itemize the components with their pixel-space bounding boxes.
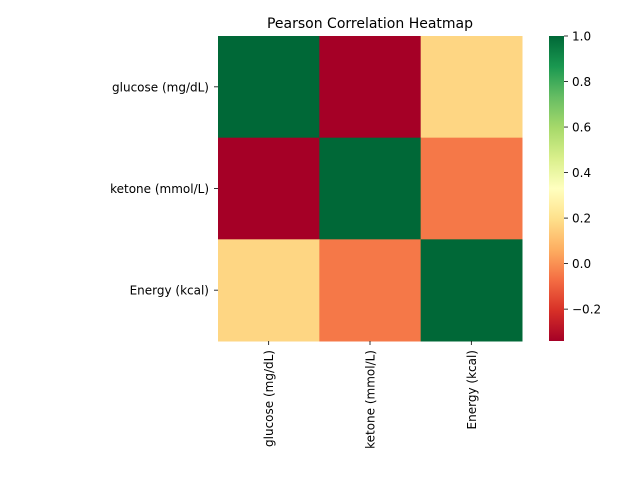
heatmap-cell-r0-c0 [218,36,320,139]
heatmap-cells [218,36,523,342]
row-tick-labels: glucose (mg/dL) ketone (mmol/L) Energy (kc… [110,80,218,298]
colorbar-tick-label: 0.4 [572,166,591,180]
heatmap-cell-r2-c0 [218,239,320,342]
column-tick-label: glucose (mg/dL) [262,350,276,447]
colorbar-tick-label: 0.2 [572,212,591,226]
colorbar-gradient-bar [549,36,564,341]
column-tick-label: Energy (kcal) [465,350,479,429]
column-tick-label: ketone (mmol/L) [364,350,378,449]
row-tick-label: ketone (mmol/L) [110,182,209,196]
colorbar-tick-label: 0.6 [572,121,591,135]
row-tick-label: glucose (mg/dL) [112,80,209,94]
heatmap-cell-r0-c1 [319,36,422,139]
heatmap-cell-r2-c1 [319,239,422,342]
heatmap-cell-r0-c2 [420,36,523,139]
heatmap-cell-r2-c2 [420,239,523,342]
colorbar-ticks: −0.2 0.0 0.2 0.4 0.6 0.8 1.0 [564,30,601,317]
row-tick-label: Energy (kcal) [130,284,209,298]
colorbar-tick-label: 0.8 [572,75,591,89]
colorbar-tick-label: −0.2 [572,303,601,317]
heatmap-cell-r1-c2 [420,137,523,240]
colorbar-tick-label: 1.0 [572,30,591,44]
column-tick-labels: glucose (mg/dL) ketone (mmol/L) Energy (kc… [262,341,479,449]
chart-title: Pearson Correlation Heatmap [267,16,473,32]
heatmap-cell-r1-c0 [218,137,320,240]
colorbar-tick-label: 0.0 [572,257,591,271]
colorbar: −0.2 0.0 0.2 0.4 0.6 0.8 1.0 [549,30,601,341]
heatmap-cell-r1-c1 [319,137,422,240]
